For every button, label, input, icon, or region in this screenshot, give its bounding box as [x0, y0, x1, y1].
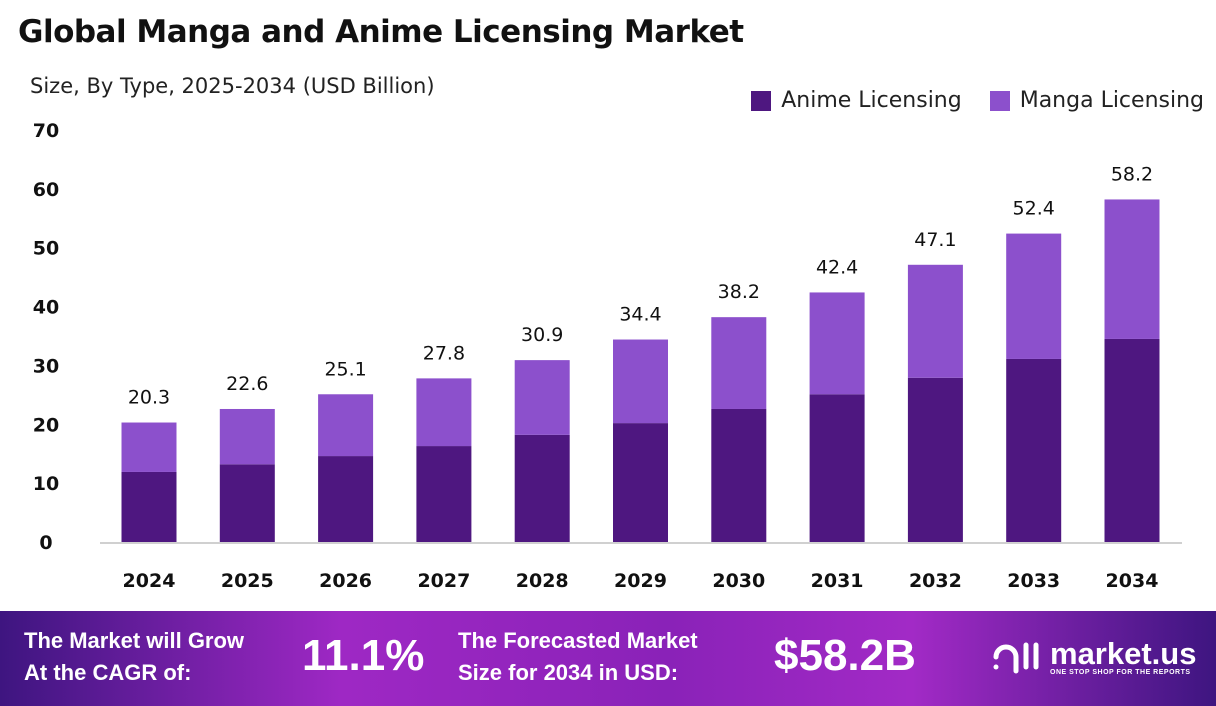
logo-icon	[993, 642, 1039, 674]
data-label-total: 30.9	[521, 324, 563, 346]
cagr-label-line1: The Market will Grow	[24, 628, 245, 653]
bar-manga	[219, 408, 275, 465]
data-label-total: 20.3	[128, 387, 170, 409]
x-tick-label: 2033	[1007, 570, 1060, 592]
x-tick-label: 2030	[712, 570, 765, 592]
data-label-total: 34.4	[619, 304, 661, 326]
bar-manga	[1006, 233, 1062, 359]
legend-label-manga: Manga Licensing	[1019, 88, 1204, 113]
data-label-total: 22.6	[226, 373, 268, 395]
data-label-total: 58.2	[1111, 163, 1153, 185]
logo-name: market.us	[1050, 635, 1197, 671]
bar-manga	[514, 360, 570, 435]
y-tick-label: 0	[39, 532, 52, 554]
bar-anime	[1006, 358, 1062, 542]
bar-anime	[1104, 338, 1160, 542]
bar-anime	[711, 408, 767, 542]
x-tick-label: 2027	[417, 570, 470, 592]
x-tick-label: 2031	[811, 570, 864, 592]
bar-anime	[219, 464, 275, 542]
x-tick-label: 2028	[516, 570, 569, 592]
bar-anime	[318, 456, 374, 542]
x-tick-label: 2026	[319, 570, 372, 592]
data-label-total: 25.1	[324, 358, 366, 380]
x-tick-label: 2034	[1106, 570, 1159, 592]
legend-label-anime: Anime Licensing	[781, 88, 962, 113]
y-tick-label: 20	[33, 414, 59, 436]
legend-swatch-manga	[989, 90, 1010, 111]
bar-anime	[907, 377, 963, 542]
y-tick-label: 30	[33, 355, 59, 377]
data-label-total: 42.4	[816, 256, 858, 278]
chart-title: Global Manga and Anime Licensing Market	[18, 14, 744, 50]
legend-item-manga: Manga Licensing	[989, 88, 1204, 113]
forecast-value: $58.2B	[774, 631, 916, 680]
forecast-label-line2: Size for 2034 in USD:	[458, 660, 679, 685]
cagr-label: The Market will Grow At the CAGR of:	[24, 625, 244, 689]
legend-swatch-anime	[751, 90, 772, 111]
bar-manga	[1104, 199, 1160, 339]
x-tick-label: 2024	[123, 570, 176, 592]
legend: Anime Licensing Manga Licensing	[751, 88, 1204, 113]
bar-anime	[514, 434, 570, 542]
x-tick-label: 2025	[221, 570, 274, 592]
data-label-total: 38.2	[718, 281, 760, 303]
marketus-logo: market.us ONE STOP SHOP FOR THE REPORTS	[992, 637, 1196, 677]
logo-tagline: ONE STOP SHOP FOR THE REPORTS	[1050, 668, 1191, 676]
forecast-label-line1: The Forecasted Market	[458, 628, 698, 653]
bar-manga	[809, 292, 865, 395]
y-tick-label: 70	[33, 120, 59, 142]
plot-area: 01020304050607020.3202422.6202525.120262…	[33, 120, 1182, 592]
bar-manga	[318, 394, 374, 457]
chart-subtitle: Size, By Type, 2025-2034 (USD Billion)	[30, 74, 435, 98]
legend-item-anime: Anime Licensing	[751, 88, 962, 113]
bar-anime	[416, 446, 472, 542]
y-tick-label: 60	[33, 179, 59, 201]
bar-manga	[416, 378, 472, 447]
bar-manga	[711, 317, 767, 409]
summary-banner: The Market will Grow At the CAGR of: 11.…	[0, 611, 1216, 706]
bar-manga	[121, 422, 177, 472]
data-label-total: 27.8	[423, 342, 465, 364]
x-tick-label: 2032	[909, 570, 962, 592]
bar-manga	[613, 339, 668, 424]
cagr-label-line2: At the CAGR of:	[24, 660, 192, 685]
y-tick-label: 40	[33, 297, 59, 319]
bar-anime	[809, 394, 865, 542]
y-tick-label: 10	[33, 473, 59, 495]
bar-anime	[121, 471, 177, 542]
forecast-label: The Forecasted Market Size for 2034 in U…	[458, 625, 698, 689]
bar-manga	[907, 264, 963, 378]
data-label-total: 47.1	[914, 229, 956, 251]
bar-anime	[613, 423, 668, 542]
x-tick-label: 2029	[614, 570, 667, 592]
y-tick-label: 50	[33, 238, 59, 260]
cagr-value: 11.1%	[302, 631, 425, 680]
data-label-total: 52.4	[1013, 198, 1055, 220]
